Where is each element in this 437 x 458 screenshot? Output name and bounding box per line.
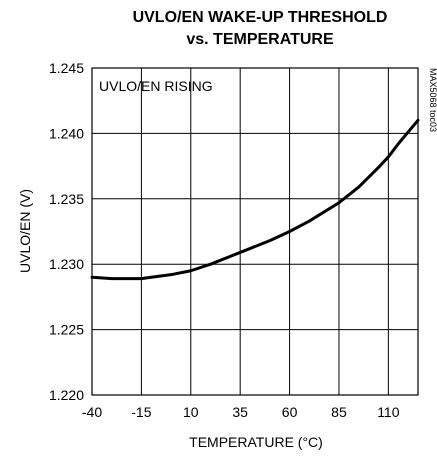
x-axis-label: TEMPERATURE (°C) [189,434,323,450]
chart-title: UVLO/EN WAKE-UP THRESHOLD [133,9,388,26]
y-tick-label: 1.230 [49,256,84,272]
y-tick-labels: 1.220 1.225 1.230 1.235 1.240 1.245 [49,60,84,403]
x-tick-label: -40 [82,404,102,420]
y-tick-label: 1.235 [49,191,84,207]
x-tick-label: -15 [131,404,151,420]
series-curve [90,118,420,281]
y-axis-label: UVLO/EN (V) [17,189,33,273]
x-tick-label: 60 [282,404,298,420]
grid [92,68,418,395]
plot-frame [91,67,419,396]
x-tick-label: 10 [183,404,199,420]
x-tick-label: 35 [232,404,248,420]
y-tick-label: 1.240 [49,125,84,141]
x-tick-label: 85 [331,404,347,420]
x-tick-labels: -40 -15 10 35 60 85 110 [82,404,400,420]
annotation-text: UVLO/EN RISING [99,78,213,94]
y-tick-label: 1.225 [49,322,84,338]
figure-code: MAX5068 toc03 [428,68,437,132]
chart-subtitle: vs. TEMPERATURE [186,31,334,48]
y-tick-label: 1.220 [49,387,84,403]
x-tick-label: 110 [377,404,400,420]
y-tick-label: 1.245 [49,60,84,76]
